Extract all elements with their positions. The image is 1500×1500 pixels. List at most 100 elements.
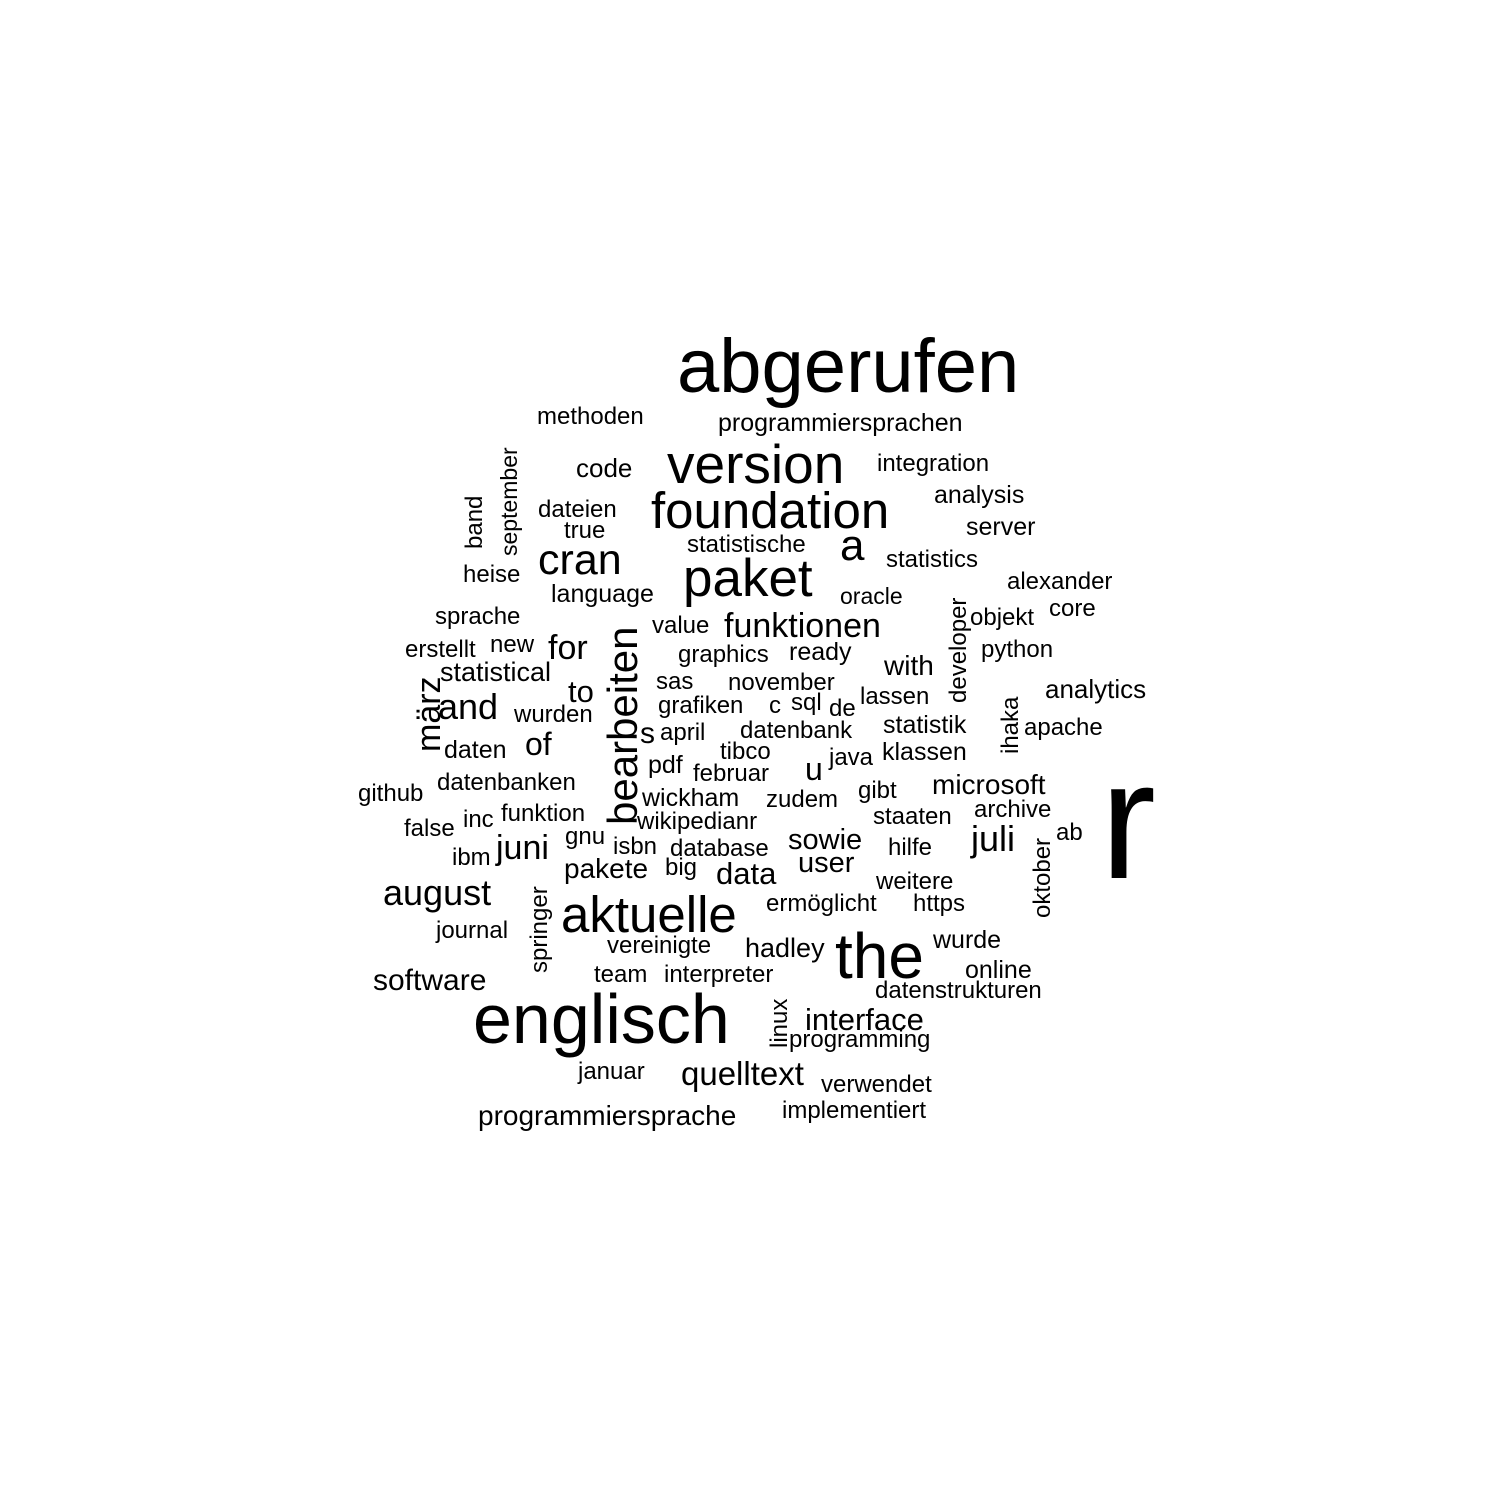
word: juni — [495, 829, 549, 867]
word: code — [576, 453, 632, 483]
word: august — [383, 872, 491, 913]
word: september — [496, 447, 522, 556]
word: weitere — [875, 868, 953, 895]
word: ermöglicht — [766, 890, 877, 917]
word: interface — [805, 1002, 924, 1037]
word: server — [966, 513, 1035, 541]
word: ab — [1056, 819, 1083, 846]
word: integration — [877, 450, 989, 477]
word: github — [358, 780, 423, 807]
word: daten — [444, 736, 507, 764]
word: alexander — [1007, 568, 1112, 595]
word: isbn — [613, 833, 657, 860]
word: to — [568, 674, 594, 709]
word: software — [373, 964, 486, 997]
word: märz — [410, 676, 448, 752]
word: false — [404, 815, 455, 842]
word: data — [716, 856, 777, 891]
word: implementiert — [782, 1097, 926, 1124]
word: sprache — [435, 603, 520, 630]
word: statistical — [440, 657, 551, 687]
word: cran — [538, 536, 622, 584]
word: database — [670, 835, 769, 862]
word: sas — [656, 668, 693, 695]
word: r — [1100, 726, 1156, 914]
word: wickham — [641, 784, 739, 812]
word: funktion — [501, 800, 585, 827]
word: c — [769, 692, 781, 719]
word: online — [965, 956, 1032, 984]
word: linux — [766, 999, 793, 1048]
word: and — [438, 686, 498, 727]
word: oracle — [840, 583, 903, 609]
word: developer — [945, 598, 972, 703]
word: user — [798, 847, 855, 879]
word: abgerufen — [677, 324, 1019, 409]
word: statistische — [687, 531, 806, 558]
word: analytics — [1045, 674, 1146, 704]
word: java — [828, 744, 874, 771]
word: objekt — [970, 604, 1034, 631]
word: programmiersprachen — [718, 409, 963, 437]
word: april — [660, 719, 705, 746]
word: graphics — [678, 641, 769, 668]
word: zudem — [766, 786, 838, 813]
word: core — [1049, 595, 1096, 622]
word: sowie — [788, 824, 862, 856]
word: true — [564, 517, 605, 544]
word: s — [640, 717, 655, 750]
word: language — [551, 580, 654, 608]
word: januar — [577, 1058, 645, 1085]
word: paket — [683, 549, 813, 608]
word: sql — [791, 689, 822, 716]
word: hilfe — [888, 834, 932, 861]
word: gnu — [565, 823, 605, 850]
word: englisch — [473, 980, 730, 1058]
word: klassen — [882, 738, 967, 766]
word: foundation — [651, 482, 889, 539]
word: statistics — [886, 546, 978, 573]
word: november — [728, 669, 835, 696]
word: archive — [974, 796, 1051, 823]
word: ihaka — [997, 696, 1024, 754]
word: pakete — [564, 853, 648, 884]
word: datenstrukturen — [875, 977, 1042, 1004]
word: springer — [526, 886, 553, 973]
word: new — [490, 631, 535, 658]
word: pdf — [648, 751, 683, 779]
word: datenbanken — [437, 769, 576, 796]
word: for — [548, 629, 588, 667]
word: oktober — [1029, 838, 1056, 918]
word: dateien — [538, 496, 617, 523]
word: wikipedianr — [636, 808, 757, 835]
word: big — [665, 854, 697, 881]
word: de — [829, 695, 856, 722]
word: journal — [435, 917, 508, 944]
word: quelltext — [681, 1055, 804, 1092]
word: u — [805, 751, 823, 787]
word: februar — [693, 760, 769, 787]
word: microsoft — [932, 769, 1046, 800]
word: bearbeiten — [599, 627, 646, 826]
word: programming — [789, 1026, 930, 1053]
word: inc — [463, 806, 494, 833]
word: erstellt — [405, 636, 476, 663]
word: juli — [970, 818, 1015, 859]
word: verwendet — [821, 1071, 932, 1098]
word: lassen — [860, 683, 929, 710]
word: tibco — [720, 738, 771, 765]
word: grafiken — [658, 692, 743, 719]
word: of — [525, 726, 552, 762]
word: statistik — [883, 711, 967, 739]
word: hadley — [745, 933, 825, 963]
word: python — [981, 636, 1053, 663]
word: analysis — [934, 481, 1024, 509]
word: funktionen — [724, 607, 881, 645]
word: heise — [463, 561, 520, 588]
word: methoden — [537, 403, 644, 430]
word: band — [461, 496, 488, 549]
word: staaten — [873, 803, 952, 830]
word: programmiersprache — [478, 1100, 736, 1131]
word: wurden — [513, 701, 593, 728]
